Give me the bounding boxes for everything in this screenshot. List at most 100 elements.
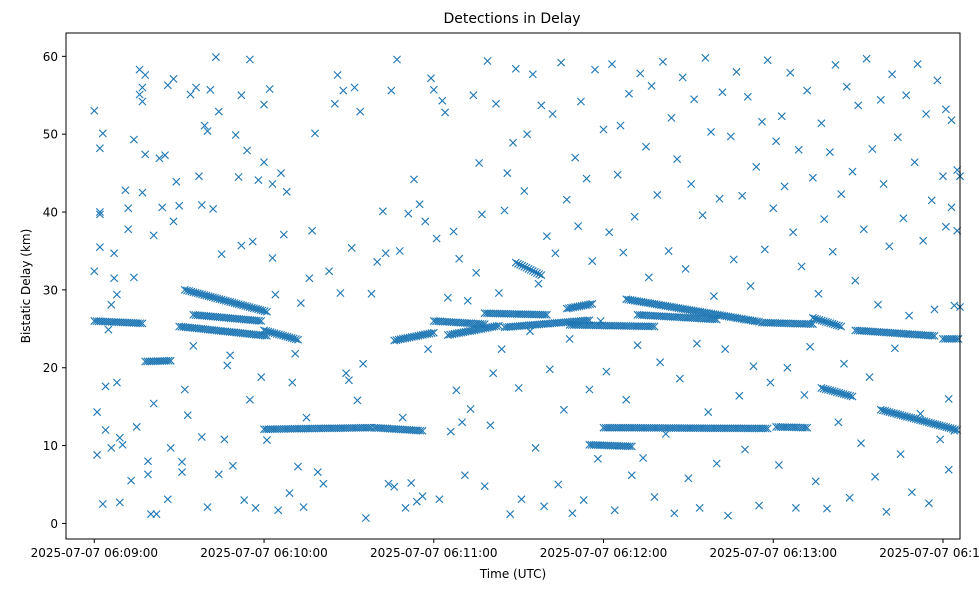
data-point: [98, 129, 107, 138]
data-point: [138, 319, 147, 328]
data-point: [313, 468, 322, 477]
data-point: [667, 113, 676, 122]
data-point: [206, 85, 215, 94]
data-point: [763, 424, 772, 433]
data-point: [319, 479, 328, 488]
data-point: [542, 310, 551, 319]
data-point: [633, 341, 642, 350]
data-point: [359, 359, 368, 368]
data-point: [251, 503, 260, 512]
data-point: [791, 503, 800, 512]
data-point: [526, 265, 535, 274]
x-tick-label: 2025-07-07 06:10:00: [200, 546, 327, 560]
x-tick-label: 2025-07-07 06:13:00: [710, 546, 837, 560]
data-point: [93, 450, 102, 459]
data-point: [427, 74, 435, 83]
data-point: [141, 71, 150, 79]
data-point: [916, 409, 925, 418]
x-axis: 2025-07-07 06:09:00 2025-07-07 06:10:00 20…: [31, 539, 979, 560]
data-point: [817, 384, 826, 392]
data-point: [931, 420, 940, 429]
x-tick-label: 2025-07-07 06:14:00: [879, 546, 979, 560]
y-tick-label: 20: [43, 361, 58, 375]
data-point: [197, 201, 206, 209]
data-point: [902, 91, 911, 100]
data-point: [427, 329, 436, 338]
data-point: [443, 293, 452, 302]
data-point: [585, 385, 594, 394]
data-point: [876, 95, 885, 104]
data-point: [690, 95, 699, 104]
points-layer: [90, 53, 964, 522]
data-point: [920, 417, 929, 426]
data-point: [245, 55, 254, 64]
data-point: [166, 356, 175, 365]
data-point: [520, 262, 529, 271]
data-point: [262, 307, 271, 316]
data-point: [919, 236, 928, 245]
data-point: [545, 365, 554, 374]
data-point: [429, 328, 438, 337]
data-point: [110, 274, 119, 283]
data-point: [211, 293, 219, 302]
data-point: [783, 363, 792, 372]
data-point: [831, 60, 840, 69]
data-point: [616, 121, 625, 130]
data-point: [656, 358, 665, 367]
data-point: [401, 503, 410, 512]
data-point: [489, 369, 498, 378]
data-point: [217, 250, 226, 259]
data-point: [814, 289, 823, 298]
data-point: [452, 386, 461, 395]
data-point: [336, 289, 345, 297]
data-point: [789, 228, 798, 237]
data-point: [947, 116, 956, 125]
data-point: [407, 479, 416, 487]
data-point: [824, 385, 832, 394]
data-point: [347, 243, 356, 252]
data-point: [195, 172, 203, 181]
data-point: [644, 273, 653, 282]
data-point: [530, 268, 539, 276]
data-point: [257, 317, 266, 325]
data-point: [619, 248, 628, 257]
data-point: [118, 440, 127, 449]
data-point: [841, 390, 850, 399]
data-point: [639, 454, 648, 462]
data-point: [178, 457, 186, 466]
data-point: [586, 300, 595, 309]
data-point: [830, 320, 839, 329]
data-point: [175, 201, 184, 210]
data-point: [169, 217, 178, 226]
data-point: [599, 125, 608, 134]
data-point: [192, 83, 201, 92]
data-point: [910, 158, 919, 167]
data-point: [579, 496, 588, 505]
data-point: [913, 60, 922, 69]
data-point: [260, 158, 268, 167]
data-point: [834, 418, 843, 427]
data-point: [842, 82, 851, 91]
data-point: [821, 385, 830, 394]
data-point: [692, 339, 701, 348]
data-point: [574, 222, 583, 231]
data-point: [528, 266, 537, 275]
data-point: [271, 290, 280, 299]
data-point: [832, 388, 841, 397]
data-point: [828, 319, 837, 328]
data-point: [777, 112, 786, 121]
data-point: [494, 289, 503, 297]
data-point: [808, 173, 817, 182]
data-point: [237, 241, 246, 250]
data-point: [112, 290, 121, 299]
data-point: [243, 302, 252, 311]
data-point: [941, 105, 950, 114]
data-point: [463, 296, 472, 305]
data-point: [209, 204, 218, 213]
data-point: [509, 138, 517, 147]
data-point: [588, 257, 597, 266]
y-axis-label: Bistatic Delay (km): [19, 229, 33, 344]
data-point: [763, 56, 772, 65]
data-point: [381, 249, 390, 258]
data-point: [110, 249, 119, 258]
